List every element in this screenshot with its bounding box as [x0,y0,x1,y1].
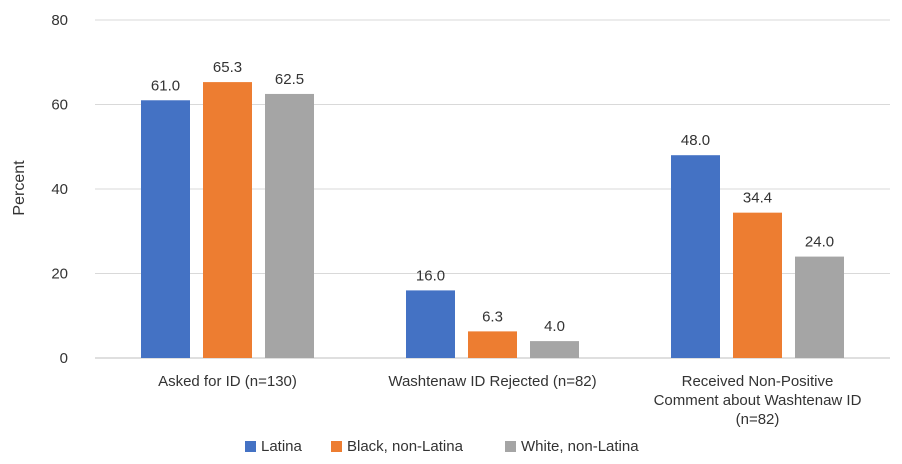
y-tick-label: 80 [51,12,68,29]
data-label: 24.0 [805,234,834,251]
data-label: 61.0 [151,77,180,94]
legend-swatch [331,441,342,452]
data-label: 4.0 [544,318,565,335]
data-label: 6.3 [482,308,503,325]
data-label: 48.0 [681,132,710,149]
y-axis-ticks: 0 20 40 60 80 [51,12,68,367]
y-tick-label: 60 [51,97,68,114]
y-tick-label: 40 [51,181,68,198]
bar-white-non-latina-1 [530,341,579,358]
legend-swatch [505,441,516,452]
x-category-label: Washtenaw ID Rejected (n=82) [388,373,596,390]
legend-label: Black, non-Latina [347,438,464,455]
y-axis-title: Percent [11,160,28,216]
data-label: 34.4 [743,190,772,207]
bar-white-non-latina-2 [795,256,844,358]
bar-latina-0 [141,100,190,359]
bar-black-non-latina-1 [468,331,517,358]
bar-black-non-latina-0 [203,82,252,359]
data-labels: 61.0 65.3 62.5 16.0 6.3 4.0 48.0 34.4 24.0 [151,59,834,335]
data-label: 16.0 [416,267,445,284]
y-tick-label: 20 [51,266,68,283]
x-category-label: Asked for ID (n=130) [158,373,297,390]
bars [141,82,844,359]
category-labels: Asked for ID (n=130) Washtenaw ID Rejecte… [158,373,862,428]
bar-black-non-latina-2 [733,212,782,358]
legend-label: Latina [261,438,303,455]
legend-label: White, non-Latina [521,438,639,455]
x-category-label: Received Non-Positive Comment about Washt… [654,373,862,428]
y-tick-label: 0 [60,350,68,367]
bar-white-non-latina-0 [265,93,314,358]
data-label: 62.5 [275,71,304,88]
data-label: 65.3 [213,59,242,76]
legend: Latina Black, non-Latina White, non-Latina [245,438,639,455]
bar-latina-2 [671,155,720,358]
legend-swatch [245,441,256,452]
bar-latina-1 [406,290,455,358]
